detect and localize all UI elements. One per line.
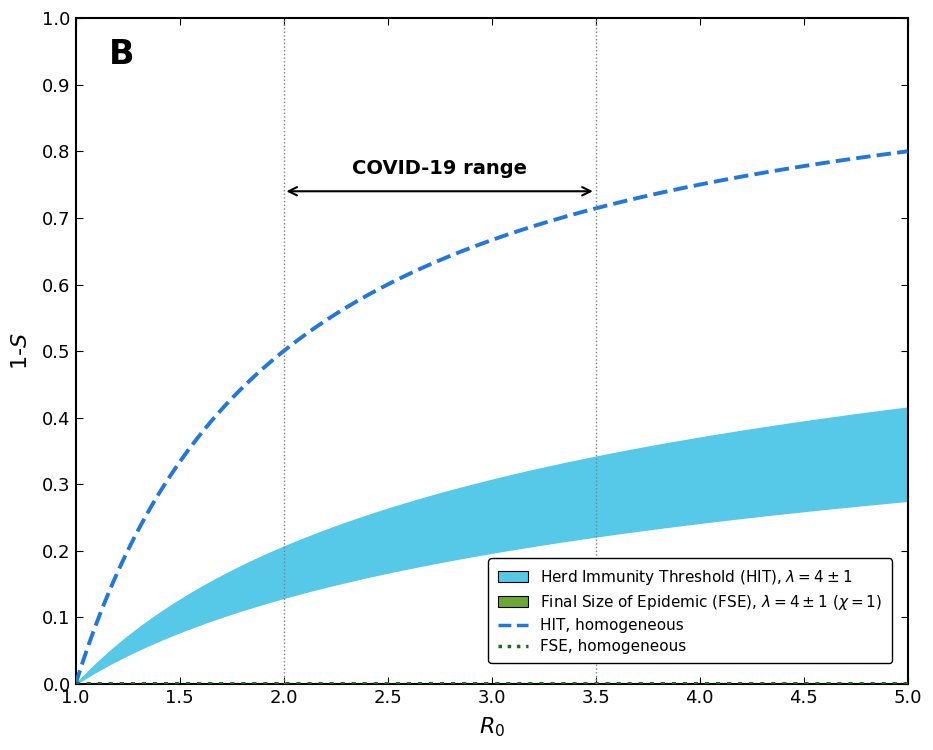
Text: B: B — [109, 38, 134, 71]
X-axis label: $R_0$: $R_0$ — [479, 716, 505, 739]
Y-axis label: 1-$S$: 1-$S$ — [11, 332, 31, 370]
Text: COVID-19 range: COVID-19 range — [352, 159, 527, 178]
Legend: Herd Immunity Threshold (HIT), $\lambda = 4 \pm 1$, Final Size of Epidemic (FSE): Herd Immunity Threshold (HIT), $\lambda … — [489, 559, 892, 663]
